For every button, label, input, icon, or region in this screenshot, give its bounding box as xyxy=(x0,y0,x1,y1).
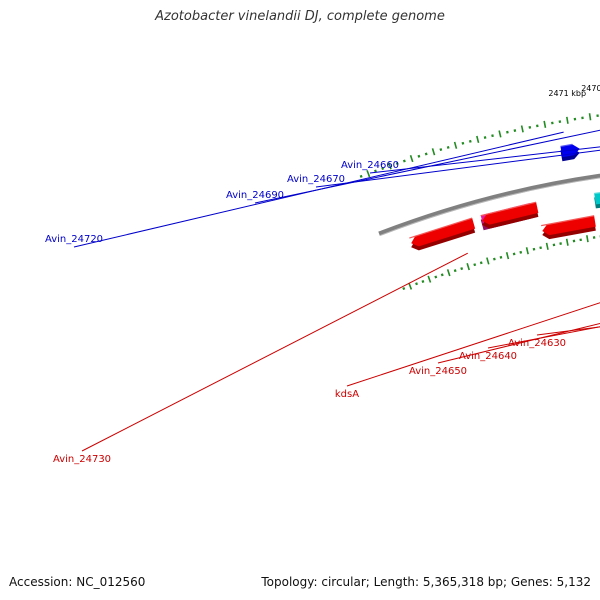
inner-track-tick xyxy=(532,247,536,251)
outer-tick-track xyxy=(359,113,599,178)
gene-label: Avin_24660 xyxy=(341,160,399,171)
gene-arrow-highlight xyxy=(409,217,473,239)
outer-track-tick xyxy=(461,141,465,145)
inner-track-tick xyxy=(473,263,477,267)
outer-track-tick xyxy=(446,145,450,149)
gene-arrow xyxy=(480,201,539,229)
outer-track-tick xyxy=(566,116,569,124)
outer-track-tick xyxy=(431,148,436,156)
inner-track-tick xyxy=(408,282,413,290)
scale-label: 2471 kbp xyxy=(548,89,586,98)
outer-track-tick xyxy=(417,154,421,158)
outer-track-tick xyxy=(491,134,494,138)
outer-track-tick xyxy=(402,159,406,163)
gene-arrow-highlight xyxy=(594,192,600,195)
inner-track-tick xyxy=(415,282,418,286)
inner-track-tick xyxy=(512,252,516,256)
outer-track-tick xyxy=(498,130,502,138)
gene-label: Avin_24640 xyxy=(459,351,517,362)
gene-leader-line xyxy=(254,129,600,204)
gene-leader-line xyxy=(73,131,564,248)
gene-arrow-face xyxy=(594,192,600,205)
outer-track-tick xyxy=(381,166,385,170)
gene-leader-line xyxy=(536,326,600,336)
gene-arrow xyxy=(409,217,476,251)
scale-label: 2470 kbp xyxy=(581,84,600,93)
gene-label: Avin_24690 xyxy=(226,190,284,201)
genome-summary-text: Topology: circular; Length: 5,365,318 bp… xyxy=(261,575,591,589)
inner-track-tick xyxy=(505,252,510,260)
gene-arrow-highlight xyxy=(480,201,537,217)
gene-leader-line xyxy=(487,326,600,349)
outer-track-tick xyxy=(409,155,414,163)
outer-track-tick xyxy=(468,139,472,143)
gene-leader-line xyxy=(315,149,600,188)
outer-track-tick xyxy=(506,130,509,134)
gene-arrow-highlight xyxy=(560,143,573,148)
gene-arrow-face xyxy=(482,202,539,225)
gene-arrow xyxy=(560,143,580,162)
gene-leader-line xyxy=(81,252,468,452)
outer-track-tick xyxy=(513,129,517,132)
inner-track-tick xyxy=(499,255,503,259)
gene-label: Avin_24720 xyxy=(45,234,103,245)
inner-track-tick xyxy=(565,238,569,246)
inner-track-tick xyxy=(539,246,542,250)
inner-track-tick xyxy=(586,235,589,243)
gene-arrow xyxy=(541,215,596,240)
outer-track-tick xyxy=(520,125,524,133)
outer-track-tick xyxy=(395,161,399,165)
outer-track-tick xyxy=(588,113,592,121)
backbone xyxy=(378,173,600,237)
gene-label: Avin_24670 xyxy=(287,174,345,185)
inner-track-tick xyxy=(421,279,425,283)
genome-backbone-line xyxy=(378,173,600,236)
outer-track-tick xyxy=(476,135,480,143)
gene-features xyxy=(409,143,600,251)
inner-track-tick xyxy=(479,261,483,265)
gene-arrow-highlight xyxy=(541,215,595,227)
outer-track-tick xyxy=(366,170,371,178)
outer-track-tick xyxy=(453,141,458,149)
outer-track-tick xyxy=(543,120,547,128)
inner-track-tick xyxy=(492,257,496,261)
gene-arrow xyxy=(594,192,600,209)
gene-leader-line xyxy=(437,322,600,364)
outer-track-tick xyxy=(483,136,487,139)
gene-label: Avin_24630 xyxy=(508,338,566,349)
scale-labels: 2460 kbp2461 kbp2462 kbp2463 kbp2464 kbp… xyxy=(548,84,600,98)
outer-track-tick xyxy=(359,174,363,178)
inner-track-tick xyxy=(466,263,470,271)
outer-track-tick xyxy=(387,162,392,170)
inner-track-tick xyxy=(453,269,457,273)
outer-track-tick xyxy=(374,169,377,173)
inner-track-tick xyxy=(440,273,444,277)
inner-track-tick xyxy=(402,287,406,291)
outer-track-tick xyxy=(424,152,428,156)
gene-label: kdsA xyxy=(335,389,359,400)
outer-track-tick xyxy=(439,148,443,152)
inner-track-tick xyxy=(434,275,438,279)
map-title: Azotobacter vinelandii DJ, complete geno… xyxy=(155,9,445,24)
gene-label: Avin_24730 xyxy=(53,454,111,465)
gene-leader-line xyxy=(346,302,600,387)
inner-track-tick xyxy=(446,269,451,277)
inner-track-tick xyxy=(427,275,432,283)
inner-track-tick xyxy=(519,250,523,254)
gene-arrow-face xyxy=(542,215,596,236)
inner-tick-track xyxy=(402,235,600,291)
gene-arrow-face xyxy=(411,218,476,247)
inner-track-tick xyxy=(525,247,529,255)
inner-track-tick xyxy=(486,257,490,265)
inner-track-tick xyxy=(460,267,464,271)
gene-leaders xyxy=(73,129,600,452)
gene-label: Avin_24650 xyxy=(409,366,467,377)
accession-text: Accession: NC_012560 xyxy=(9,575,146,589)
inner-track-tick xyxy=(545,242,549,250)
gene-leader-line xyxy=(369,146,600,174)
